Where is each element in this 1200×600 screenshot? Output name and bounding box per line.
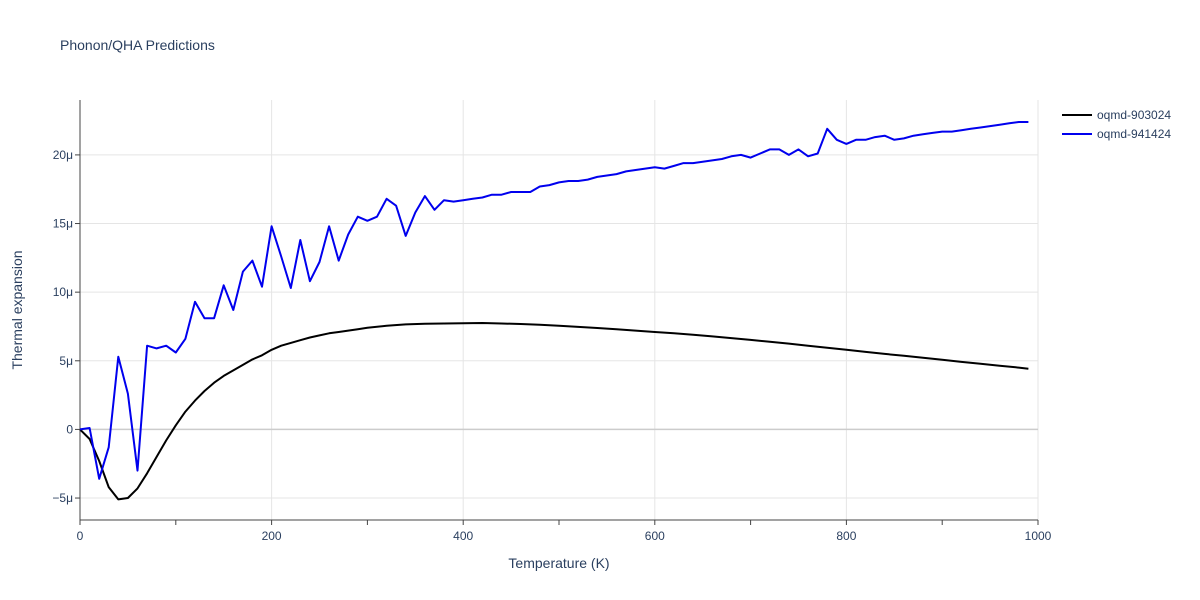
legend-label: oqmd-903024 (1097, 108, 1171, 122)
y-tick-label: −5μ (52, 491, 73, 505)
grid-lines (80, 100, 1039, 520)
x-axis-ticks: 0 200 400 600 800 1000 (77, 520, 1052, 543)
x-axis-title: Temperature (K) (508, 555, 609, 571)
series-lines (79, 121, 1029, 501)
x-tick-label: 600 (645, 529, 665, 543)
y-tick-label: 20μ (53, 148, 73, 162)
y-tick-label: 5μ (59, 354, 73, 368)
legend-item-oqmd-941424[interactable]: oqmd-941424 (1062, 127, 1171, 141)
legend-label: oqmd-941424 (1097, 127, 1171, 141)
x-tick-label: 800 (836, 529, 856, 543)
y-axis-ticks: −5μ 0 5μ 10μ 15μ 20μ (52, 148, 80, 505)
series-line-oqmd-903024 (79, 322, 1029, 501)
legend[interactable]: oqmd-903024 oqmd-941424 (1062, 108, 1171, 141)
y-tick-label: 15μ (53, 217, 73, 231)
legend-item-oqmd-903024[interactable]: oqmd-903024 (1062, 108, 1171, 122)
x-tick-label: 400 (453, 529, 473, 543)
chart-title: Phonon/QHA Predictions (60, 37, 215, 53)
y-axis-title: Thermal expansion (9, 250, 25, 369)
axes (79, 100, 1038, 521)
series-line-oqmd-941424 (79, 121, 1029, 480)
x-tick-label: 0 (77, 529, 84, 543)
x-tick-label: 1000 (1025, 529, 1052, 543)
x-tick-label: 200 (262, 529, 282, 543)
y-tick-label: 0 (66, 422, 73, 436)
y-tick-label: 10μ (53, 285, 73, 299)
